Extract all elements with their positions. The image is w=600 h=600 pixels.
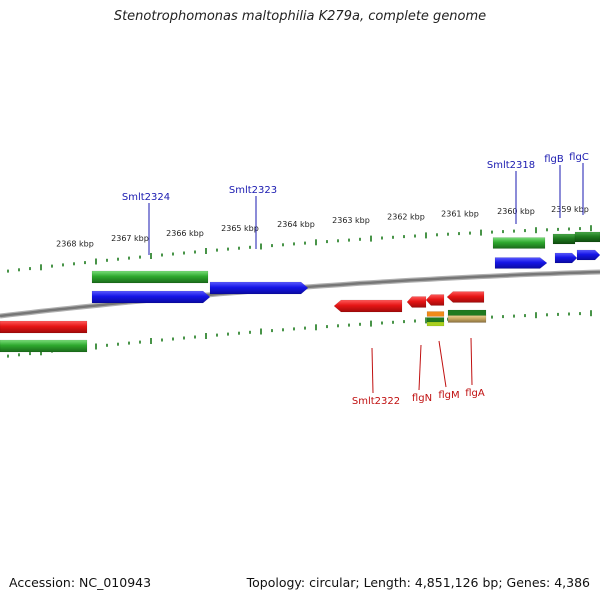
reverse-gene-label: flgA xyxy=(465,388,485,399)
gene-darkgreen-bar xyxy=(574,231,600,243)
gene-green-bar xyxy=(91,270,209,284)
gene-darkgreen-bar xyxy=(552,233,576,245)
reverse-label-leader xyxy=(438,340,447,388)
scale-label: 2363 kbp xyxy=(332,216,370,225)
gene-tan-bar xyxy=(447,315,487,323)
cds-blue-arrow xyxy=(494,257,548,269)
scale-label: 2368 kbp xyxy=(56,240,94,249)
cds-blue-arrow xyxy=(209,281,309,295)
cds-red-arrow xyxy=(333,299,403,313)
genome-summary-text: Topology: circular; Length: 4,851,126 bp… xyxy=(246,575,590,590)
gene-orange-bar xyxy=(426,311,445,317)
reverse-gene-label: Smlt2322 xyxy=(352,396,400,407)
forward-gene-label: flgB xyxy=(544,154,564,165)
reverse-label-leader xyxy=(371,347,374,394)
cds-red-arrow xyxy=(446,291,485,303)
scale-label: 2359 kbp xyxy=(551,205,589,214)
gene-darkgreen-bar xyxy=(447,309,487,317)
forward-gene-label: flgC xyxy=(569,152,589,163)
cds-blue-arrow xyxy=(576,249,600,261)
cds-blue-arrow xyxy=(91,290,211,304)
accession-text: Accession: NC_010943 xyxy=(9,575,152,590)
cds-red-bar xyxy=(0,320,88,334)
gene-yellowgreen-bar xyxy=(426,321,445,327)
scale-label: 2362 kbp xyxy=(387,213,425,222)
forward-gene-label: Smlt2318 xyxy=(487,160,535,171)
scale-label: 2365 kbp xyxy=(221,224,259,233)
scale-label: 2361 kbp xyxy=(441,210,479,219)
reverse-label-leader xyxy=(418,344,422,391)
cds-blue-arrow xyxy=(554,252,578,264)
forward-gene-label: Smlt2324 xyxy=(122,192,170,203)
scale-label: 2367 kbp xyxy=(111,234,149,243)
reverse-gene-label: flgN xyxy=(412,393,432,404)
cds-red-arrow xyxy=(406,296,427,308)
lower-ticks xyxy=(7,310,592,358)
gene-green-bar xyxy=(492,237,546,249)
scale-label: 2364 kbp xyxy=(277,220,315,229)
reverse-label-leader xyxy=(470,337,473,386)
gene-green-bar xyxy=(0,339,88,353)
reverse-gene-label: flgM xyxy=(438,390,459,401)
map-title: Stenotrophomonas maltophilia K279a, comp… xyxy=(113,9,487,24)
forward-gene-label: Smlt2323 xyxy=(229,185,277,196)
scale-label: 2366 kbp xyxy=(166,229,204,238)
upper-ticks xyxy=(7,225,592,273)
cds-red-arrow xyxy=(425,294,445,306)
